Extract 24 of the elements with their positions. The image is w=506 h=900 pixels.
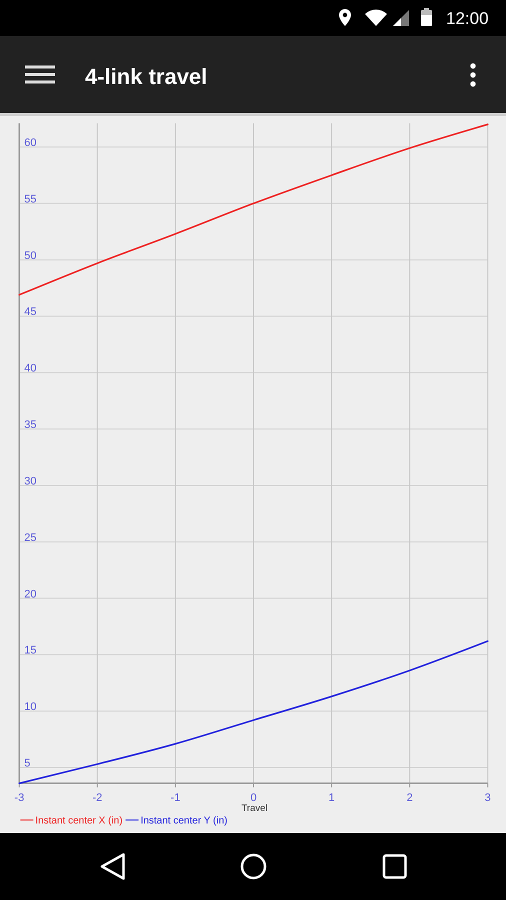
x-tick-label: -1 xyxy=(170,792,180,804)
text: 12:00 xyxy=(446,9,489,28)
chart-title: 4-link travel xyxy=(85,64,208,89)
x-tick-label: 3 xyxy=(484,792,491,804)
y-tick-label: 10 xyxy=(24,701,37,714)
y-tick-label: 25 xyxy=(24,532,37,544)
y-tick-label: 35 xyxy=(24,419,37,432)
legend-label: Instant center X (in) xyxy=(35,816,123,826)
x-tick-label: 0 xyxy=(250,792,257,804)
y-tick-label: 30 xyxy=(24,475,37,488)
y-tick-label: 5 xyxy=(24,758,30,770)
y-tick-label: 60 xyxy=(24,136,37,149)
x-tick-label: 2 xyxy=(406,792,413,804)
y-tick-label: 55 xyxy=(24,193,37,206)
y-tick-label: 40 xyxy=(24,362,37,375)
x-axis-title: Travel xyxy=(241,803,268,814)
legend-label: Instant center Y (in) xyxy=(140,816,228,826)
y-tick-label: 20 xyxy=(24,588,37,600)
x-tick-label: -2 xyxy=(92,792,102,804)
x-tick-label: -3 xyxy=(14,792,24,804)
y-tick-label: 45 xyxy=(24,306,37,318)
y-tick-label: 15 xyxy=(24,644,37,657)
x-tick-label: 1 xyxy=(328,792,335,804)
y-tick-label: 50 xyxy=(24,250,37,262)
